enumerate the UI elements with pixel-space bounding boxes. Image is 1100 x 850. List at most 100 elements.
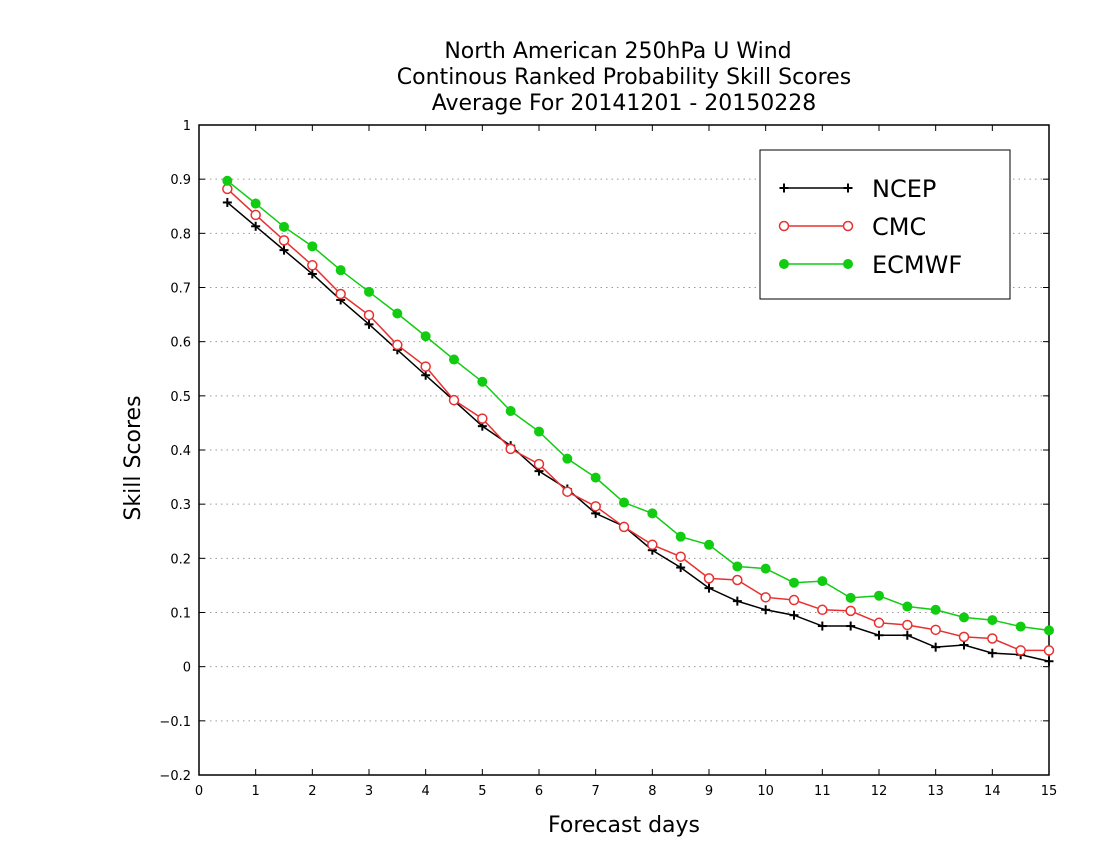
x-tick-label: 12 xyxy=(871,784,888,799)
legend-marker xyxy=(842,220,854,232)
data-point-ncep xyxy=(222,197,232,207)
data-point-ecmwf xyxy=(449,354,459,365)
y-tick-label: 0.2 xyxy=(170,552,191,567)
data-point-ncep xyxy=(279,245,289,255)
data-point-ncep xyxy=(987,648,997,658)
x-tick-label: 9 xyxy=(705,784,713,799)
data-point-cmc xyxy=(958,631,970,643)
data-point-ecmwf xyxy=(902,601,913,612)
data-point-cmc xyxy=(845,605,856,617)
data-point-ecmwf xyxy=(647,508,658,519)
data-point-ecmwf xyxy=(505,406,516,416)
x-axis-label: Forecast days xyxy=(548,813,700,838)
data-point-cmc xyxy=(420,361,431,372)
legend-label: ECMWF xyxy=(872,251,962,279)
x-tick-label: 0 xyxy=(195,784,203,799)
legend-item-ncep: NCEP xyxy=(779,175,936,203)
y-tick-label: 0.1 xyxy=(170,607,191,622)
data-point-cmc xyxy=(930,624,941,636)
legend-label: NCEP xyxy=(872,175,936,203)
data-point-ecmwf xyxy=(732,561,743,572)
y-tick-label: −0.2 xyxy=(159,769,191,784)
legend-marker xyxy=(843,183,853,193)
data-point-cmc xyxy=(363,309,375,321)
data-point-ncep xyxy=(364,319,374,329)
legend-marker xyxy=(779,183,789,193)
data-point-ncep xyxy=(846,621,856,631)
x-tick-label: 13 xyxy=(927,784,944,799)
data-point-cmc xyxy=(533,458,545,470)
data-point-ncep xyxy=(251,221,261,231)
data-point-ecmwf xyxy=(987,615,998,626)
data-point-ncep xyxy=(817,621,827,631)
data-point-ecmwf xyxy=(364,286,374,297)
y-tick-label: 0.5 xyxy=(170,390,191,405)
x-tick-label: 7 xyxy=(592,784,600,799)
data-point-cmc xyxy=(505,443,516,455)
data-point-ncep xyxy=(902,630,912,640)
data-point-cmc xyxy=(760,592,771,603)
data-point-cmc xyxy=(647,539,658,551)
x-tick-label: 3 xyxy=(365,784,373,799)
data-point-ecmwf xyxy=(222,175,233,186)
data-point-cmc xyxy=(448,394,460,406)
x-tick-label: 10 xyxy=(757,784,774,799)
data-point-cmc xyxy=(817,604,828,616)
data-point-ncep xyxy=(704,583,714,593)
data-point-ecmwf xyxy=(392,308,403,319)
data-point-cmc xyxy=(675,551,686,562)
data-point-ecmwf xyxy=(250,198,261,209)
data-point-ecmwf xyxy=(590,472,601,483)
x-tick-label: 11 xyxy=(814,784,831,799)
data-point-ncep xyxy=(1044,656,1054,666)
data-point-ecmwf xyxy=(930,604,941,615)
data-point-cmc xyxy=(335,288,346,300)
data-point-ecmwf xyxy=(959,612,969,623)
x-tick-label: 2 xyxy=(308,784,316,799)
data-point-ecmwf xyxy=(874,590,884,601)
data-point-ecmwf xyxy=(789,577,799,588)
x-tick-label: 1 xyxy=(252,784,260,799)
data-point-cmc xyxy=(477,413,488,424)
data-point-cmc xyxy=(703,573,715,584)
y-tick-label: 0.8 xyxy=(170,227,191,242)
x-tick-label: 8 xyxy=(648,784,656,799)
y-tick-label: 1 xyxy=(183,119,191,134)
data-point-ecmwf xyxy=(845,592,856,603)
chart-title: North American 250hPa U Wind Continous R… xyxy=(397,39,851,116)
x-tick-label: 15 xyxy=(1041,784,1058,799)
series-ecmwf xyxy=(222,175,1054,636)
data-point-ncep xyxy=(307,269,317,279)
series-layer xyxy=(222,175,1055,666)
data-point-ecmwf xyxy=(760,563,771,574)
x-tick-label: 6 xyxy=(535,784,543,799)
legend-marker xyxy=(843,259,853,269)
y-tick-label: 0.9 xyxy=(170,173,191,188)
data-point-ecmwf xyxy=(1044,625,1054,636)
legend-box xyxy=(759,149,1011,300)
data-point-ncep xyxy=(931,642,941,652)
data-point-ncep xyxy=(761,605,771,615)
data-point-cmc xyxy=(987,633,998,644)
data-point-cmc xyxy=(590,501,601,512)
data-point-ncep xyxy=(676,563,686,573)
grid xyxy=(199,178,1049,722)
y-tick-label: 0 xyxy=(183,661,191,676)
data-point-ecmwf xyxy=(420,331,431,342)
data-point-ecmwf xyxy=(1015,621,1026,632)
chart-title-line-2: Continous Ranked Probability Skill Score… xyxy=(397,65,851,90)
data-point-cmc xyxy=(250,209,261,221)
legend-label: CMC xyxy=(872,213,926,241)
data-point-cmc xyxy=(307,260,318,271)
x-tick-label: 4 xyxy=(422,784,430,799)
data-point-ecmwf xyxy=(619,497,629,508)
data-point-ncep xyxy=(421,370,431,380)
data-point-ncep xyxy=(732,596,742,606)
data-point-ecmwf xyxy=(335,265,346,276)
data-point-cmc xyxy=(732,574,743,586)
axis-ticks: −0.2−0.100.10.20.30.40.50.60.70.80.910 1 2… xyxy=(159,119,1057,799)
data-point-cmc xyxy=(1015,645,1026,656)
data-point-ecmwf xyxy=(279,221,289,232)
legend-item-ecmwf: ECMWF xyxy=(779,251,962,279)
chart-title-line-3: Average For 20141201 - 20150228 xyxy=(432,91,817,116)
